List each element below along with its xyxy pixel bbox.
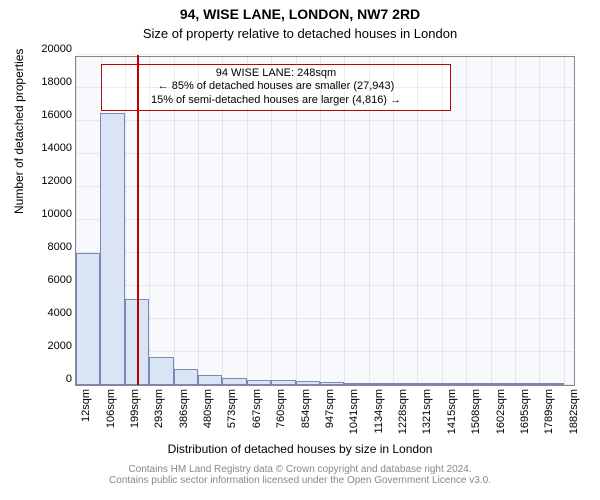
gridline-h	[76, 285, 574, 286]
histogram-bar	[417, 383, 441, 385]
gridline-h	[76, 54, 574, 55]
gridline-h	[76, 252, 574, 253]
x-tick-label: 854sqm	[300, 389, 312, 428]
y-tick-label: 8000	[48, 241, 72, 253]
y-tick-label: 16000	[41, 109, 72, 121]
x-tick-label: 1415sqm	[446, 389, 458, 434]
y-tick-label: 12000	[41, 175, 72, 187]
gridline-v	[369, 57, 370, 385]
histogram-bar	[515, 383, 539, 385]
x-tick-label: 293sqm	[153, 389, 165, 428]
gridline-v	[149, 57, 150, 385]
chart-subtitle: Size of property relative to detached ho…	[0, 26, 600, 41]
histogram-bar	[539, 383, 563, 385]
gridline-h	[76, 186, 574, 187]
gridline-h	[76, 219, 574, 220]
histogram-bar	[247, 380, 271, 385]
gridline-v	[320, 57, 321, 385]
gridline-h	[76, 87, 574, 88]
x-axis-label: Distribution of detached houses by size …	[0, 442, 600, 456]
annotation-line-1: 94 WISE LANE: 248sqm	[106, 67, 446, 81]
x-tick-label: 1228sqm	[397, 389, 409, 434]
gridline-v	[491, 57, 492, 385]
histogram-bar	[491, 383, 515, 385]
histogram-bar	[76, 253, 100, 385]
y-tick-label: 6000	[48, 274, 72, 286]
gridline-v	[564, 57, 565, 385]
y-tick-label: 14000	[41, 142, 72, 154]
histogram-bar	[222, 378, 246, 385]
gridline-v	[296, 57, 297, 385]
histogram-bar	[100, 113, 124, 385]
chart-title: 94, WISE LANE, LONDON, NW7 2RD	[0, 6, 600, 22]
gridline-v	[198, 57, 199, 385]
y-tick-label: 0	[66, 373, 72, 385]
gridline-h	[76, 351, 574, 352]
y-tick-label: 4000	[48, 307, 72, 319]
x-tick-label: 1882sqm	[568, 389, 580, 434]
histogram-bar	[442, 383, 466, 385]
x-tick-label: 12sqm	[80, 389, 92, 422]
gridline-v	[515, 57, 516, 385]
gridline-v	[271, 57, 272, 385]
histogram-bar	[174, 369, 198, 385]
x-tick-label: 1508sqm	[470, 389, 482, 434]
x-tick-label: 1602sqm	[495, 389, 507, 434]
chart-container: 94, WISE LANE, LONDON, NW7 2RD Size of p…	[0, 0, 600, 500]
gridline-v	[539, 57, 540, 385]
x-tick-label: 1789sqm	[543, 389, 555, 434]
gridline-h	[76, 153, 574, 154]
gridline-v	[417, 57, 418, 385]
x-tick-label: 573sqm	[226, 389, 238, 428]
gridline-v	[222, 57, 223, 385]
credit-text: Contains HM Land Registry data © Crown c…	[0, 464, 600, 486]
x-tick-label: 106sqm	[105, 389, 117, 428]
histogram-bar	[198, 375, 222, 385]
x-tick-label: 1134sqm	[373, 389, 385, 433]
y-tick-label: 18000	[41, 76, 72, 88]
histogram-bar	[320, 382, 344, 385]
histogram-bar	[344, 383, 368, 385]
x-tick-label: 760sqm	[275, 389, 287, 428]
gridline-v	[442, 57, 443, 385]
gridline-h	[76, 120, 574, 121]
annotation-line-3: 15% of semi-detached houses are larger (…	[106, 94, 446, 108]
y-tick-label: 2000	[48, 340, 72, 352]
histogram-bar	[149, 357, 173, 385]
x-tick-label: 386sqm	[178, 389, 190, 428]
property-marker-line	[137, 55, 139, 385]
y-tick-label: 10000	[41, 208, 72, 220]
histogram-bar	[466, 383, 490, 385]
x-tick-label: 1321sqm	[421, 389, 433, 434]
x-tick-label: 1695sqm	[519, 389, 531, 434]
gridline-v	[174, 57, 175, 385]
histogram-bar	[393, 383, 417, 385]
gridline-h	[76, 318, 574, 319]
histogram-bar	[271, 380, 295, 385]
x-tick-label: 480sqm	[202, 389, 214, 428]
x-tick-label: 199sqm	[129, 389, 141, 428]
histogram-bar	[369, 383, 393, 385]
x-tick-label: 667sqm	[251, 389, 263, 428]
gridline-v	[466, 57, 467, 385]
plot-area: 94 WISE LANE: 248sqm ← 85% of detached h…	[75, 56, 575, 386]
x-tick-label: 947sqm	[324, 389, 336, 428]
histogram-bar	[296, 381, 320, 385]
x-tick-label: 1041sqm	[348, 389, 360, 434]
gridline-v	[344, 57, 345, 385]
gridline-v	[247, 57, 248, 385]
y-axis-label: Number of detached properties	[12, 49, 26, 214]
y-tick-label: 20000	[41, 43, 72, 55]
gridline-v	[393, 57, 394, 385]
